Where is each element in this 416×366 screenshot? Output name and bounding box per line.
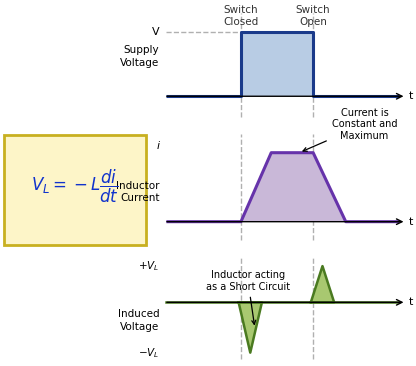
Polygon shape (166, 153, 399, 222)
Text: t: t (409, 297, 413, 307)
Polygon shape (311, 266, 334, 302)
FancyBboxPatch shape (4, 135, 146, 245)
Text: V: V (152, 27, 159, 37)
Text: Supply
Voltage: Supply Voltage (120, 45, 159, 68)
Text: i: i (156, 141, 159, 151)
Polygon shape (239, 302, 262, 353)
Text: Current is
Constant and
Maximum: Current is Constant and Maximum (303, 108, 397, 151)
Text: Switch
Closed: Switch Closed (223, 5, 259, 27)
Polygon shape (241, 31, 313, 96)
Text: Inductor
Current: Inductor Current (116, 181, 159, 203)
Text: $V_L = -L\dfrac{di}{dt}$: $V_L = -L\dfrac{di}{dt}$ (31, 168, 119, 205)
Text: Induced
Voltage: Induced Voltage (118, 309, 159, 332)
Text: Inductor acting
as a Short Circuit: Inductor acting as a Short Circuit (206, 270, 290, 324)
Text: t: t (409, 91, 413, 101)
Text: Switch
Open: Switch Open (296, 5, 330, 27)
Text: t: t (409, 217, 413, 227)
Text: $-V_L$: $-V_L$ (138, 346, 159, 359)
Text: $+V_L$: $+V_L$ (138, 259, 159, 273)
